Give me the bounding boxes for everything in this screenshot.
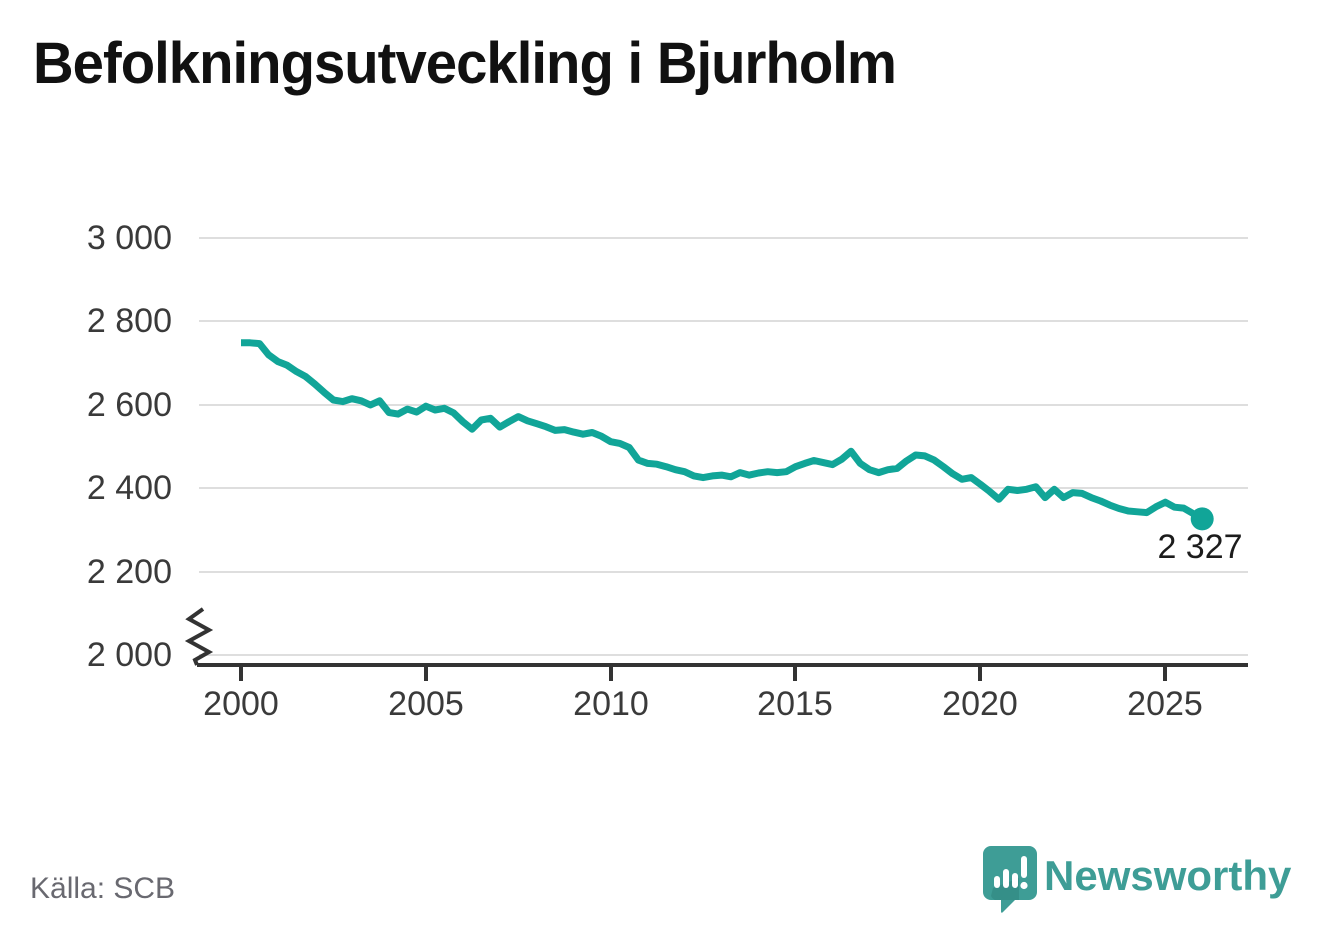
gridline-2600 [199, 404, 1248, 406]
x-tick-2020 [978, 667, 982, 681]
x-tick-label: 2010 [573, 685, 649, 723]
y-tick-label: 2 000 [86, 636, 172, 674]
y-tick-label: 2 200 [86, 553, 172, 591]
x-tick-label: 2005 [388, 685, 464, 723]
x-tick-label: 2000 [203, 685, 279, 723]
x-tick-2015 [793, 667, 797, 681]
gridline-2200 [199, 571, 1248, 573]
x-tick-label: 2025 [1127, 685, 1203, 723]
x-tick-2010 [609, 667, 613, 681]
source-note: Källa: SCB [30, 872, 176, 905]
last-value-label: 2 327 [1157, 528, 1243, 566]
newsworthy-logo: Newsworthy [981, 844, 1301, 914]
y-tick-label: 2 600 [86, 386, 172, 424]
gridline-2400 [199, 487, 1248, 489]
x-tick-2025 [1163, 667, 1167, 681]
x-tick-label: 2015 [757, 685, 833, 723]
y-tick-label: 2 800 [86, 302, 172, 340]
y-tick-label: 2 400 [86, 469, 172, 507]
x-axis-line [197, 663, 1248, 667]
x-tick-2005 [424, 667, 428, 681]
gridline-3000 [199, 237, 1248, 239]
last-point-marker [1190, 507, 1214, 531]
gridline-2800 [199, 320, 1248, 322]
x-tick-label: 2020 [942, 685, 1018, 723]
population-line-series [241, 339, 1204, 522]
chart-title: Befolkningsutveckling i Bjurholm [33, 31, 897, 96]
newsworthy-speech-bubble-chart-icon [983, 846, 1037, 913]
newsworthy-logo-text: Newsworthy [1044, 852, 1292, 899]
x-tick-2000 [239, 667, 243, 681]
axis-break-icon [184, 607, 214, 666]
gridline-2000 [199, 654, 1248, 656]
y-tick-label: 3 000 [86, 219, 172, 257]
